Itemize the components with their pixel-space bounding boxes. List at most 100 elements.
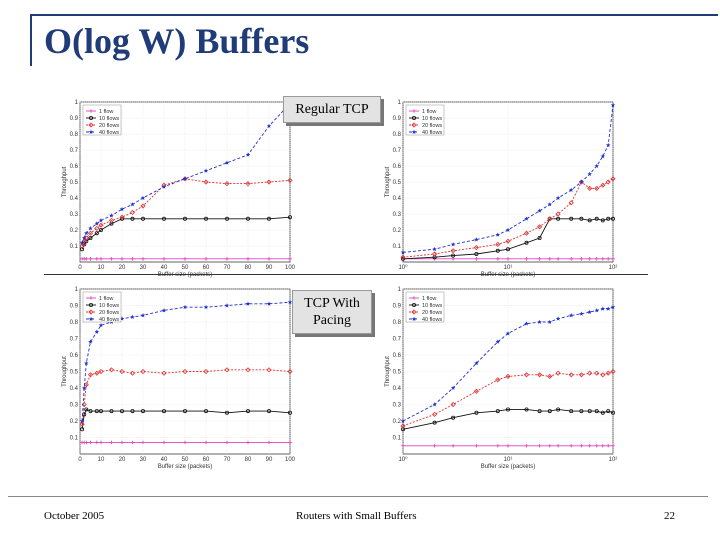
data-point-10-flows (579, 409, 584, 414)
data-point-40-flows (130, 202, 135, 207)
data-point-40-flows (98, 322, 104, 328)
series-40-flows (79, 299, 293, 423)
series-10-flows (400, 407, 615, 432)
data-point-1-flow (130, 440, 135, 445)
y-tick-label: 0.1 (393, 244, 402, 250)
x-axis-label: Buffer size (packets) (158, 464, 213, 470)
legend-label-1-flow: 1 flow (99, 296, 113, 302)
data-point-40-flows (98, 218, 104, 223)
x-tick-label: 10 (98, 265, 105, 271)
data-point-1-flow (547, 257, 552, 261)
y-tick-label: 0.2 (70, 419, 79, 425)
data-point-1-flow (204, 257, 208, 261)
data-point-20-flows (495, 377, 501, 383)
data-point-10-flows (606, 409, 611, 414)
legend-box (82, 291, 122, 323)
legend-label-40-flows: 40 flows (99, 130, 119, 136)
x-tick-label: 30 (140, 457, 147, 463)
y-tick-label: 0.6 (393, 353, 402, 359)
legend-label-10-flows: 10 flows (422, 116, 442, 122)
data-point-10-flows (109, 409, 114, 414)
x-tick-label: 80 (245, 457, 252, 463)
x-tick-label: 60 (203, 457, 210, 463)
data-point-40-flows (140, 313, 146, 318)
data-point-1-flow (99, 257, 103, 261)
y-tick-label: 0.3 (70, 403, 79, 409)
data-point-1-flow (569, 443, 574, 448)
x-tick-label: 100 (285, 265, 296, 271)
chart-regular-linear: 0.10.20.30.40.50.60.70.80.910 10 20 30 40 50 6… (62, 100, 296, 278)
x-tick-label: 40 (161, 265, 168, 271)
y-tick-label: 0.7 (70, 148, 79, 154)
legend-label-40-flows: 40 flows (422, 317, 442, 323)
y-tick-label: 0.7 (393, 337, 402, 343)
data-point-40-flows (140, 195, 146, 200)
data-point-10-flows (451, 415, 456, 420)
data-point-1-flow (611, 443, 615, 448)
x-tick-label: 50 (182, 457, 189, 463)
data-point-40-flows (203, 168, 209, 173)
data-point-10-flows (474, 251, 479, 256)
x-tick-label: 10 (98, 457, 105, 463)
y-tick-label: 0.6 (70, 353, 79, 359)
data-point-10-flows (600, 218, 605, 223)
y-tick-label: 0.3 (70, 212, 79, 218)
data-point-40-flows (287, 299, 293, 305)
x-tick-label: 40 (161, 457, 168, 463)
data-point-1-flow (401, 443, 405, 448)
legend-label-1-flow: 1 flow (422, 296, 436, 302)
data-point-40-flows (130, 314, 135, 319)
data-point-10-flows (245, 216, 250, 221)
data-point-40-flows (568, 313, 574, 318)
data-point-1-flow (162, 440, 166, 445)
data-point-10-flows (99, 409, 104, 414)
data-point-1-flow (579, 443, 584, 448)
data-point-1-flow (537, 257, 542, 261)
data-point-1-flow (547, 443, 552, 448)
x-tick-label: 10¹ (504, 265, 513, 271)
data-point-40-flows (600, 306, 606, 311)
data-point-10-flows (94, 231, 99, 236)
data-point-1-flow (606, 257, 610, 261)
data-point-10-flows (594, 409, 599, 414)
data-point-1-flow (587, 257, 592, 261)
legend-label-40-flows: 40 flows (422, 130, 442, 136)
label-tcp-with-pacing: TCP With Pacing (292, 290, 372, 334)
data-point-1-flow (130, 257, 135, 261)
data-point-20-flows (547, 373, 553, 380)
data-point-40-flows (605, 306, 611, 311)
data-point-20-flows (537, 224, 543, 230)
title-rule-left (30, 14, 32, 66)
data-point-40-flows (537, 208, 542, 213)
data-point-1-flow (506, 257, 510, 261)
data-point-10-flows (506, 247, 511, 252)
data-point-10-flows (266, 216, 271, 221)
data-point-1-flow (496, 257, 500, 261)
data-point-1-flow (120, 440, 124, 445)
data-point-40-flows (547, 202, 553, 207)
data-point-1-flow (556, 257, 560, 261)
data-point-10-flows (432, 420, 437, 425)
legend-label-10-flows: 10 flows (422, 303, 442, 309)
x-tick-label: 10² (609, 265, 618, 271)
data-point-20-flows (161, 370, 167, 376)
data-point-10-flows (120, 409, 125, 414)
data-point-40-flows (505, 331, 511, 336)
data-point-40-flows (495, 232, 501, 237)
data-point-40-flows (600, 154, 606, 159)
data-point-20-flows (432, 251, 438, 257)
data-point-20-flows (400, 254, 406, 260)
data-point-20-flows (119, 214, 125, 220)
data-point-10-flows (88, 409, 93, 414)
data-point-1-flow (569, 257, 574, 261)
data-point-10-flows (495, 409, 500, 414)
series-40-flows (79, 101, 293, 245)
data-point-1-flow (84, 440, 89, 445)
data-point-20-flows (87, 230, 94, 236)
y-tick-label: 0.2 (70, 228, 79, 234)
data-point-20-flows (523, 372, 530, 378)
legend-marker-40-flows (411, 316, 417, 321)
data-point-40-flows (81, 235, 87, 240)
chart-pacing-linear: 0.10.20.30.40.50.60.70.80.910 10 20 30 40 50 6… (62, 287, 296, 470)
data-point-10-flows (600, 410, 605, 415)
